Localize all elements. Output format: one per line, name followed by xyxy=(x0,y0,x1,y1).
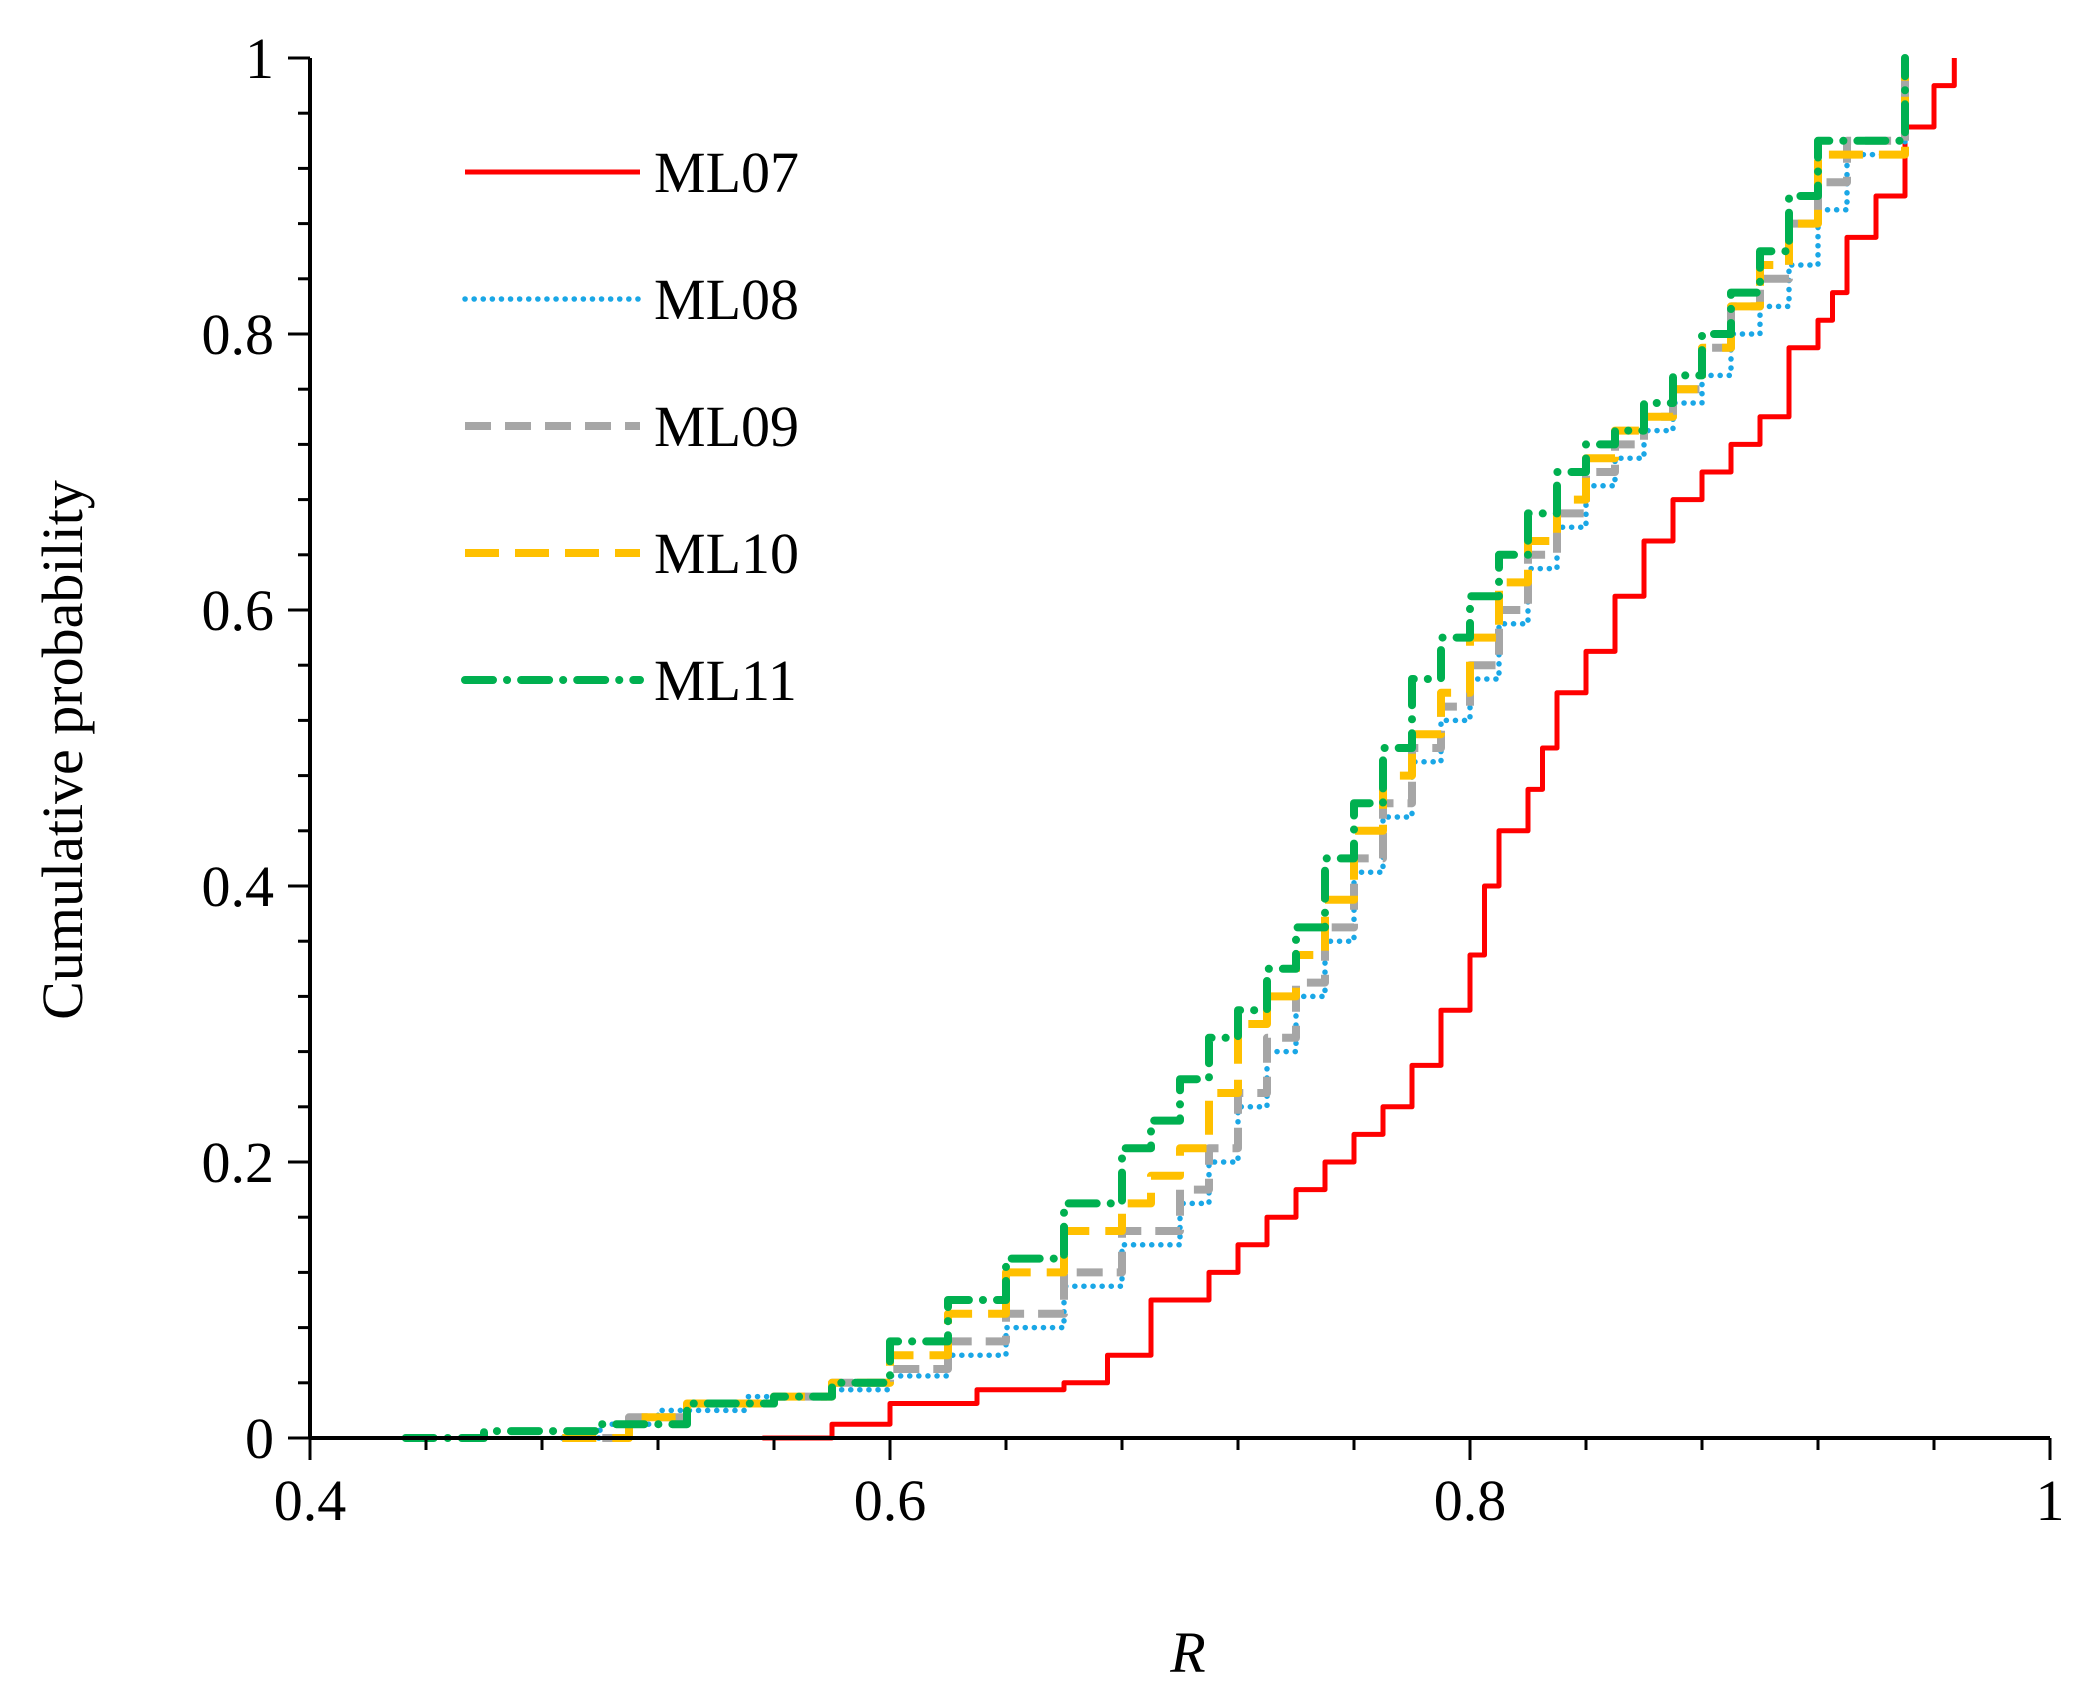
y-tick-label: 0.8 xyxy=(202,302,275,367)
legend-label-ml09: ML09 xyxy=(654,394,799,459)
series-line-ml09 xyxy=(562,58,1909,1442)
series-line-ml10 xyxy=(562,58,1909,1442)
legend: ML07 ML08 ML09 ML10 ML11 xyxy=(461,140,799,713)
y-tick-label: 1 xyxy=(245,26,274,91)
y-tick-label: 0 xyxy=(245,1406,274,1471)
x-tick-label: 0.6 xyxy=(854,1468,927,1533)
y-tick-label: 0.4 xyxy=(202,854,275,919)
y-tick-label: 0.2 xyxy=(202,1130,275,1195)
y-axis-title: Cumulative probability xyxy=(30,480,95,1020)
axes: 0.4 0.6 0.8 1 0 0.2 0.4 0.6 0.8 1 xyxy=(202,26,2065,1533)
series-line-ml08 xyxy=(559,55,1908,1441)
legend-label-ml11: ML11 xyxy=(654,648,797,713)
x-tick-label: 0.4 xyxy=(274,1468,347,1533)
x-tick-label: 1 xyxy=(2036,1468,2065,1533)
x-tick-label: 0.8 xyxy=(1434,1468,1507,1533)
legend-label-ml07: ML07 xyxy=(654,140,799,205)
y-tick-label: 0.6 xyxy=(202,578,275,643)
series-line-ml11 xyxy=(401,54,1909,1442)
plot-area xyxy=(401,54,1957,1442)
series-line-ml07 xyxy=(762,58,1957,1441)
x-axis-title: R xyxy=(1169,1620,1205,1685)
legend-label-ml08: ML08 xyxy=(654,267,799,332)
legend-label-ml10: ML10 xyxy=(654,521,799,586)
